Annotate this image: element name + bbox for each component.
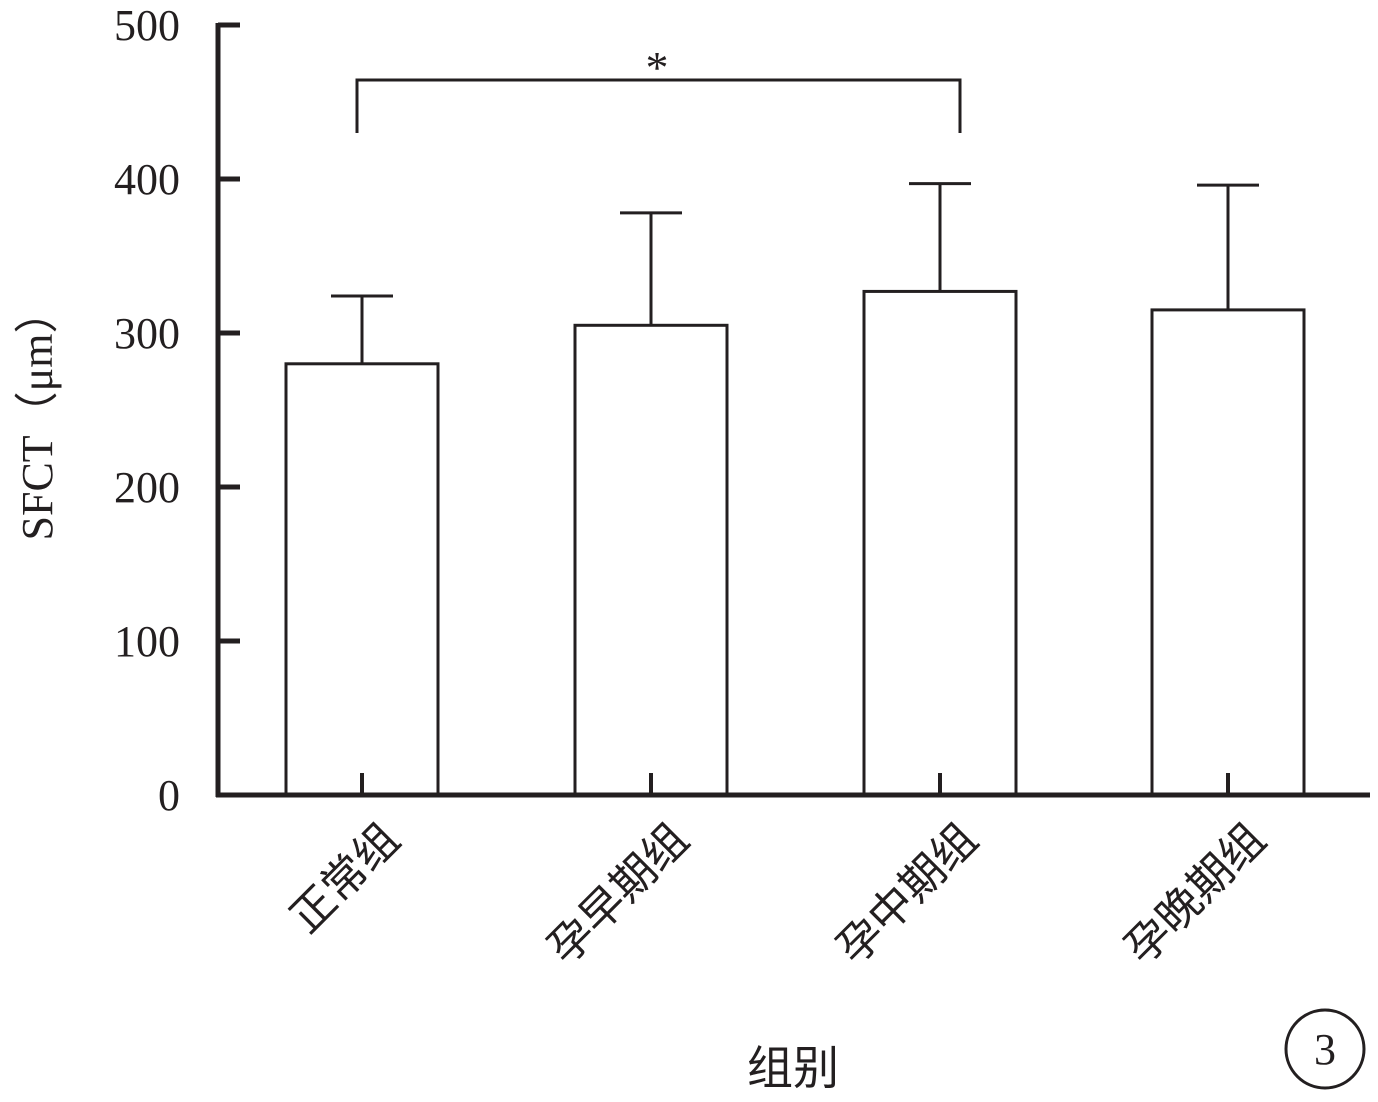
y-tick-label-5: 500	[114, 1, 180, 50]
bar-3	[1150, 308, 1306, 797]
y-tick-label-3: 300	[114, 309, 180, 358]
bars-group	[284, 289, 1306, 797]
y-ticks-group: 0 100 200 300 400 500	[114, 1, 240, 820]
x-categories-group: 正常组 孕早期组 孕中期组 孕晚期组	[280, 814, 1275, 975]
x-tick-label-2: 孕中期组	[827, 814, 988, 975]
panel-label-circle	[1284, 1008, 1366, 1090]
x-tick-label-3: 孕晚期组	[1115, 814, 1276, 975]
bar-0	[284, 362, 440, 797]
significance-line	[355, 78, 962, 133]
error-bars-group	[331, 182, 1259, 364]
y-tick-label-1: 100	[114, 617, 180, 666]
y-tick-label-4: 400	[114, 155, 180, 204]
y-axis-title: SFCT（μm）	[13, 290, 62, 541]
panel-label: 3	[1284, 1008, 1366, 1090]
panel-label-text: 3	[1314, 1025, 1336, 1074]
axes-group	[215, 23, 1370, 798]
y-tick-label-2: 200	[114, 463, 180, 512]
y-tick-label-0: 0	[158, 771, 180, 820]
x-tick-label-1: 孕早期组	[538, 814, 699, 975]
bar-1	[573, 323, 729, 797]
significance-star: *	[646, 42, 669, 93]
bar-2	[862, 289, 1018, 797]
significance-bracket: *	[355, 42, 962, 133]
x-axis-title: 组别	[747, 1041, 839, 1095]
x-tick-label-0: 正常组	[280, 814, 409, 943]
